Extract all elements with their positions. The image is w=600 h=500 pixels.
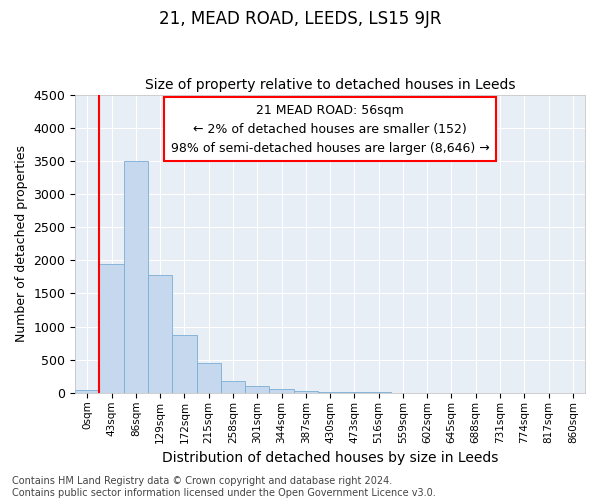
Bar xyxy=(148,275,172,393)
Bar xyxy=(269,390,293,393)
Bar xyxy=(245,386,269,393)
Bar xyxy=(197,363,221,393)
Text: Contains HM Land Registry data © Crown copyright and database right 2024.
Contai: Contains HM Land Registry data © Crown c… xyxy=(12,476,436,498)
Bar xyxy=(293,391,318,393)
Bar xyxy=(100,264,124,393)
Bar xyxy=(342,392,367,393)
Text: 21, MEAD ROAD, LEEDS, LS15 9JR: 21, MEAD ROAD, LEEDS, LS15 9JR xyxy=(159,10,441,28)
Text: 21 MEAD ROAD: 56sqm
← 2% of detached houses are smaller (152)
98% of semi-detach: 21 MEAD ROAD: 56sqm ← 2% of detached hou… xyxy=(171,104,490,154)
Y-axis label: Number of detached properties: Number of detached properties xyxy=(15,145,28,342)
Bar xyxy=(75,390,100,393)
Bar xyxy=(172,335,197,393)
Bar xyxy=(318,392,342,393)
Bar xyxy=(221,380,245,393)
Title: Size of property relative to detached houses in Leeds: Size of property relative to detached ho… xyxy=(145,78,515,92)
Bar xyxy=(124,161,148,393)
X-axis label: Distribution of detached houses by size in Leeds: Distribution of detached houses by size … xyxy=(162,451,498,465)
